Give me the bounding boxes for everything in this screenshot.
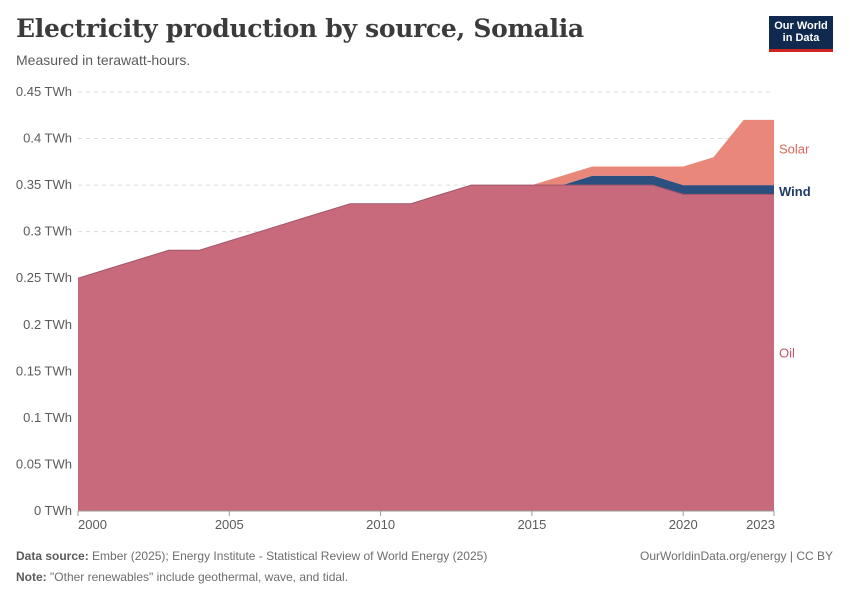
- series-label-wind: Wind: [779, 184, 811, 199]
- y-tick-label: 0.2 TWh: [23, 317, 72, 332]
- wind-area: [78, 175, 774, 279]
- note-text: "Other renewables" include geothermal, w…: [50, 570, 349, 584]
- chart-subtitle: Measured in terawatt-hours.: [16, 52, 191, 68]
- oil-line: [77, 184, 774, 279]
- oil-area: [78, 185, 774, 511]
- x-tick-label: 2020: [669, 517, 698, 532]
- y-tick-label: 0.4 TWh: [23, 131, 72, 146]
- x-tick-label: 2005: [215, 517, 244, 532]
- data-source-label: Data source:: [16, 549, 89, 563]
- owid-logo[interactable]: Our World in Data: [769, 16, 833, 52]
- data-source: Data source: Ember (2025); Energy Instit…: [16, 549, 487, 563]
- series-label-oil: Oil: [779, 346, 795, 361]
- note-label: Note:: [16, 570, 47, 584]
- y-tick-label: 0.35 TWh: [16, 177, 72, 192]
- y-tick-label: 0.1 TWh: [23, 410, 72, 425]
- logo-line-2: in Data: [782, 32, 820, 44]
- data-source-text: Ember (2025); Energy Institute - Statist…: [92, 549, 488, 563]
- x-tick-label: 2015: [517, 517, 546, 532]
- y-tick-label: 0.05 TWh: [16, 456, 72, 471]
- series-label-solar: Solar: [779, 142, 810, 157]
- chart-title: Electricity production by source, Somali…: [16, 14, 584, 43]
- x-tick-label: 2010: [366, 517, 395, 532]
- chart-note: Note: "Other renewables" include geother…: [16, 570, 348, 584]
- y-tick-label: 0.15 TWh: [16, 363, 72, 378]
- credit-link[interactable]: OurWorldinData.org/energy | CC BY: [640, 549, 833, 563]
- y-tick-label: 0 TWh: [34, 503, 72, 518]
- x-tick-label: 2000: [78, 517, 107, 532]
- logo-line-1: Our World: [774, 20, 828, 32]
- x-tick-label: 2023: [746, 517, 775, 532]
- y-tick-label: 0.25 TWh: [16, 270, 72, 285]
- y-tick-label: 0.45 TWh: [16, 84, 72, 99]
- y-tick-label: 0.3 TWh: [23, 224, 72, 239]
